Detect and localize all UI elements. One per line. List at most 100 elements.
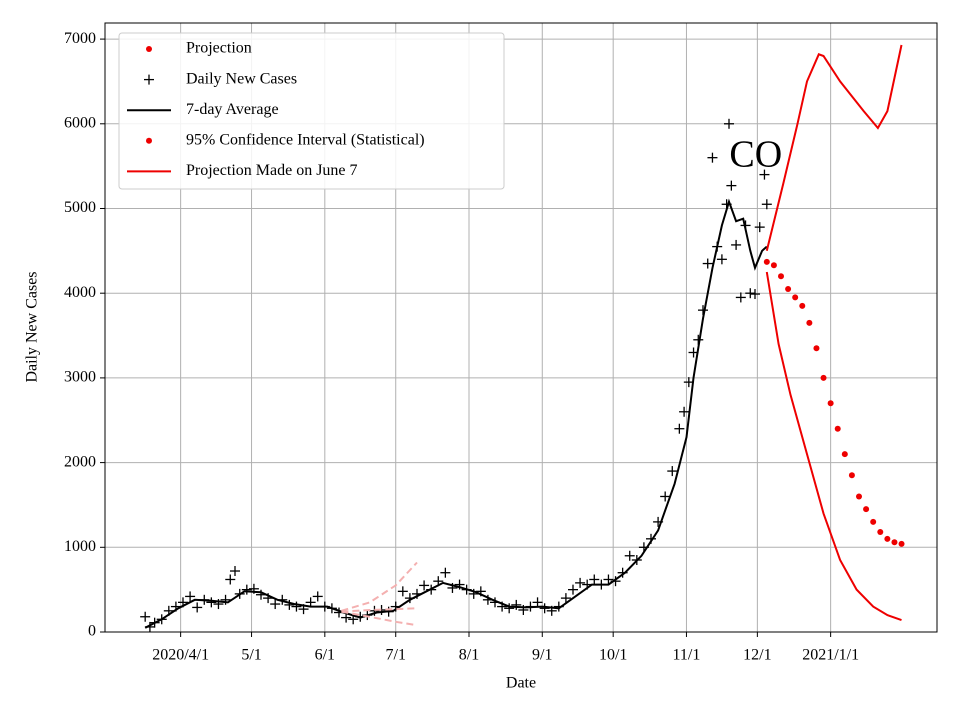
plus-marker: [291, 601, 302, 612]
upper-bound-line: [765, 44, 903, 252]
plus-marker: [560, 593, 571, 604]
dot-marker: [884, 535, 891, 542]
plus-marker: [140, 611, 151, 622]
legend-label: Projection Made on June 7: [186, 162, 358, 179]
plus-marker: [745, 288, 756, 299]
x-tick-label: 9/1: [532, 647, 552, 664]
series-line: [144, 198, 768, 629]
plus-marker: [284, 599, 295, 610]
series-line: [341, 607, 418, 613]
plus-marker: [750, 289, 760, 300]
dot-marker: [848, 472, 855, 479]
lower-bound-line: [341, 610, 418, 627]
dot-marker: [792, 294, 799, 301]
y-tick-label: 1000: [64, 538, 96, 555]
plus-marker: [589, 574, 600, 585]
plus-marker: [759, 169, 770, 180]
plus-marker: [679, 406, 690, 417]
dot-marker: [856, 493, 862, 500]
dot-marker: [813, 345, 820, 352]
plus-marker: [761, 199, 772, 210]
x-tick-label: 7/1: [386, 647, 406, 664]
plus-marker: [702, 258, 713, 269]
y-tick-label: 4000: [64, 284, 96, 301]
x-tick-label: 5/1: [241, 647, 261, 664]
dot-marker: [898, 540, 905, 547]
plus-marker: [667, 466, 678, 477]
plus-marker: [312, 591, 323, 602]
plus-marker: [735, 292, 746, 303]
plus-marker: [726, 180, 737, 191]
dot-marker: [891, 539, 898, 546]
legend-label: 7-day Average: [186, 101, 279, 118]
y-tick-label: 2000: [64, 453, 96, 470]
plus-marker: [192, 602, 203, 613]
y-tick-label: 3000: [64, 369, 96, 386]
legend-dot: [146, 137, 152, 144]
x-tick-label: 2021/1/1: [802, 647, 859, 664]
plus-marker: [185, 591, 196, 602]
x-tick-label: 11/1: [673, 647, 701, 664]
dot-marker: [820, 374, 827, 381]
y-tick-label: 7000: [64, 30, 96, 47]
plot-frame: [104, 22, 938, 633]
x-tick-label: 12/1: [743, 647, 771, 664]
plus-marker: [241, 584, 252, 595]
x-tick-label: 8/1: [459, 647, 479, 664]
plus-marker: [624, 550, 635, 561]
x-axis-label: Date: [506, 675, 536, 692]
y-tick-label: 6000: [64, 114, 96, 131]
dot-marker: [863, 506, 870, 513]
plus-marker: [674, 423, 685, 434]
plus-marker: [504, 603, 515, 614]
x-tick-label: 10/1: [599, 647, 627, 664]
annotation: CO: [729, 133, 782, 175]
dot-marker: [827, 400, 834, 407]
legend-dot: [146, 46, 152, 52]
plus-marker: [724, 118, 734, 129]
y-axis-label: Daily New Cases: [24, 271, 41, 382]
plus-marker: [731, 239, 742, 250]
dot-marker: [870, 518, 877, 525]
dot-marker: [799, 302, 806, 309]
plus-marker: [532, 597, 543, 608]
upper-bound-line: [341, 561, 418, 612]
legend-entry: Projection Made on June 7: [127, 162, 358, 179]
x-tick-label: 2020/4/1: [152, 647, 209, 664]
dot-marker: [834, 425, 841, 432]
plus-marker: [575, 577, 586, 588]
plus-marker: [660, 491, 671, 502]
plus-marker: [707, 152, 718, 163]
legend-entry: 95% Confidence Interval (Statistical): [146, 131, 425, 148]
legend-box: [118, 32, 505, 190]
legend-label: Daily New Cases: [186, 70, 297, 87]
dot-marker: [806, 319, 813, 326]
plus-marker: [603, 574, 614, 585]
plus-marker: [225, 574, 236, 585]
lower-bound-line: [765, 271, 902, 622]
plus-marker: [511, 599, 522, 610]
legend-entry: 7-day Average: [127, 101, 279, 118]
legend-label: Projection: [186, 40, 252, 57]
plus-marker: [270, 599, 281, 610]
y-tick-label: 5000: [64, 199, 96, 216]
plus-marker: [539, 603, 550, 614]
y-tick-label: 0: [88, 623, 96, 640]
dot-marker: [778, 273, 784, 280]
plus-marker: [754, 222, 765, 233]
plus-marker: [230, 566, 240, 577]
plus-marker: [440, 567, 451, 578]
dot-marker: [841, 451, 848, 458]
plus-marker: [206, 597, 217, 608]
dot-marker: [877, 529, 884, 536]
plus-marker: [397, 586, 408, 597]
plus-marker: [716, 254, 727, 265]
plus-marker: [144, 74, 154, 85]
dot-marker: [770, 262, 777, 269]
legend-label: 95% Confidence Interval (Statistical): [186, 131, 425, 148]
plus-marker: [419, 580, 430, 591]
x-tick-label: 6/1: [315, 647, 335, 664]
legend-entry: Daily New Cases: [144, 70, 297, 87]
dot-marker: [785, 285, 792, 292]
